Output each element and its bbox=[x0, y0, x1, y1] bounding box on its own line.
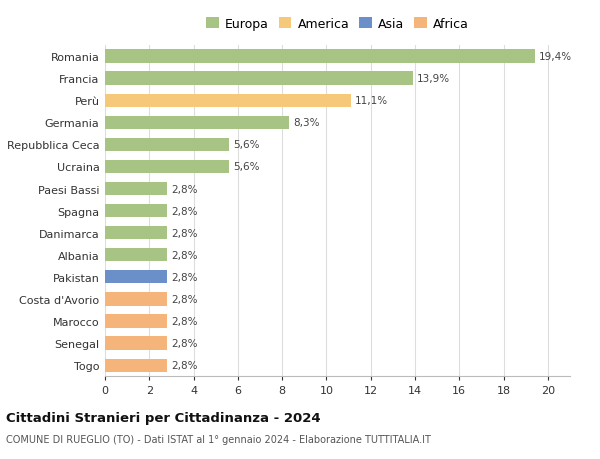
Bar bbox=[105, 359, 167, 372]
Text: 2,8%: 2,8% bbox=[172, 228, 198, 238]
Bar bbox=[105, 249, 167, 262]
Text: 5,6%: 5,6% bbox=[233, 140, 260, 150]
Bar bbox=[105, 117, 289, 129]
Text: 8,3%: 8,3% bbox=[293, 118, 320, 128]
Bar bbox=[105, 271, 167, 284]
Text: Cittadini Stranieri per Cittadinanza - 2024: Cittadini Stranieri per Cittadinanza - 2… bbox=[6, 411, 320, 424]
Text: 2,8%: 2,8% bbox=[172, 316, 198, 326]
Text: 5,6%: 5,6% bbox=[233, 162, 260, 172]
Bar bbox=[105, 95, 351, 107]
Bar bbox=[105, 315, 167, 328]
Text: 2,8%: 2,8% bbox=[172, 206, 198, 216]
Text: 19,4%: 19,4% bbox=[539, 52, 572, 62]
Text: 2,8%: 2,8% bbox=[172, 184, 198, 194]
Bar bbox=[105, 293, 167, 306]
Bar bbox=[105, 205, 167, 218]
Text: 11,1%: 11,1% bbox=[355, 96, 388, 106]
Bar bbox=[105, 139, 229, 151]
Legend: Europa, America, Asia, Africa: Europa, America, Asia, Africa bbox=[203, 15, 472, 33]
Text: 13,9%: 13,9% bbox=[417, 74, 451, 84]
Bar bbox=[105, 337, 167, 350]
Text: COMUNE DI RUEGLIO (TO) - Dati ISTAT al 1° gennaio 2024 - Elaborazione TUTTITALIA: COMUNE DI RUEGLIO (TO) - Dati ISTAT al 1… bbox=[6, 434, 431, 444]
Bar bbox=[105, 227, 167, 240]
Bar bbox=[105, 161, 229, 174]
Text: 2,8%: 2,8% bbox=[172, 294, 198, 304]
Text: 2,8%: 2,8% bbox=[172, 338, 198, 348]
Bar bbox=[105, 73, 413, 85]
Text: 2,8%: 2,8% bbox=[172, 360, 198, 370]
Text: 2,8%: 2,8% bbox=[172, 250, 198, 260]
Bar bbox=[105, 50, 535, 63]
Text: 2,8%: 2,8% bbox=[172, 272, 198, 282]
Bar bbox=[105, 183, 167, 196]
